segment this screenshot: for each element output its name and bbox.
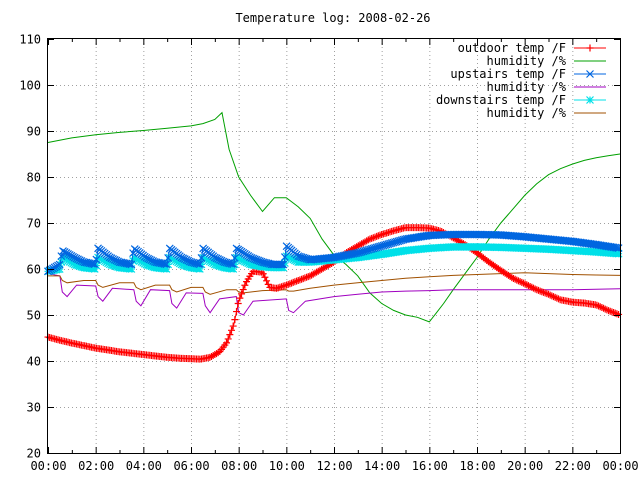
- y-tick-label: 50: [27, 309, 41, 323]
- legend-marker: [586, 96, 594, 104]
- x-tick-label: 18:00: [459, 459, 495, 473]
- legend-label: humidity /%: [487, 106, 567, 120]
- series-line: [48, 272, 621, 295]
- legend-label: downstairs temp /F: [436, 93, 566, 107]
- x-tick-label: 20:00: [507, 459, 543, 473]
- plot-frame: [47, 38, 621, 454]
- x-tick-label: 04:00: [126, 459, 162, 473]
- y-tick-label: 20: [27, 447, 41, 461]
- series-line: [47, 273, 621, 316]
- y-tick-label: 60: [27, 263, 41, 277]
- x-tick-label: 00:00: [602, 459, 638, 473]
- tick-layer: 20 30 40 50 60 70 80 90 100 110 00:00 02:00 04:00 06:…: [19, 33, 638, 474]
- series-3: [47, 273, 621, 316]
- x-tick-label: 08:00: [221, 459, 257, 473]
- y-tick-label: 80: [27, 171, 41, 185]
- y-tick-label: 40: [27, 355, 41, 369]
- series-5: [48, 272, 621, 295]
- y-tick-label: 70: [27, 217, 41, 231]
- x-tick-label: 10:00: [269, 459, 305, 473]
- legend-label: outdoor temp /F: [458, 41, 566, 55]
- y-tick-label: 90: [27, 125, 41, 139]
- series-layer: [44, 111, 623, 363]
- y-tick-label: 110: [19, 33, 41, 47]
- legend-label: upstairs temp /F: [450, 67, 566, 81]
- legend-marker: [586, 44, 594, 52]
- legend-label: humidity /%: [487, 54, 567, 68]
- chart-title: Temperature log: 2008-02-26: [235, 11, 430, 25]
- legend-marker: [586, 70, 594, 78]
- x-tick-label: 02:00: [78, 459, 114, 473]
- y-tick-label: 30: [27, 401, 41, 415]
- legend-label: humidity /%: [487, 80, 567, 94]
- x-tick-label: 16:00: [412, 459, 448, 473]
- x-tick-label: 22:00: [555, 459, 591, 473]
- x-tick-label: 06:00: [173, 459, 209, 473]
- x-tick-label: 00:00: [30, 459, 66, 473]
- grid-layer: [48, 39, 620, 453]
- y-tick-label: 100: [19, 79, 41, 93]
- x-tick-label: 12:00: [316, 459, 352, 473]
- x-tick-label: 14:00: [364, 459, 400, 473]
